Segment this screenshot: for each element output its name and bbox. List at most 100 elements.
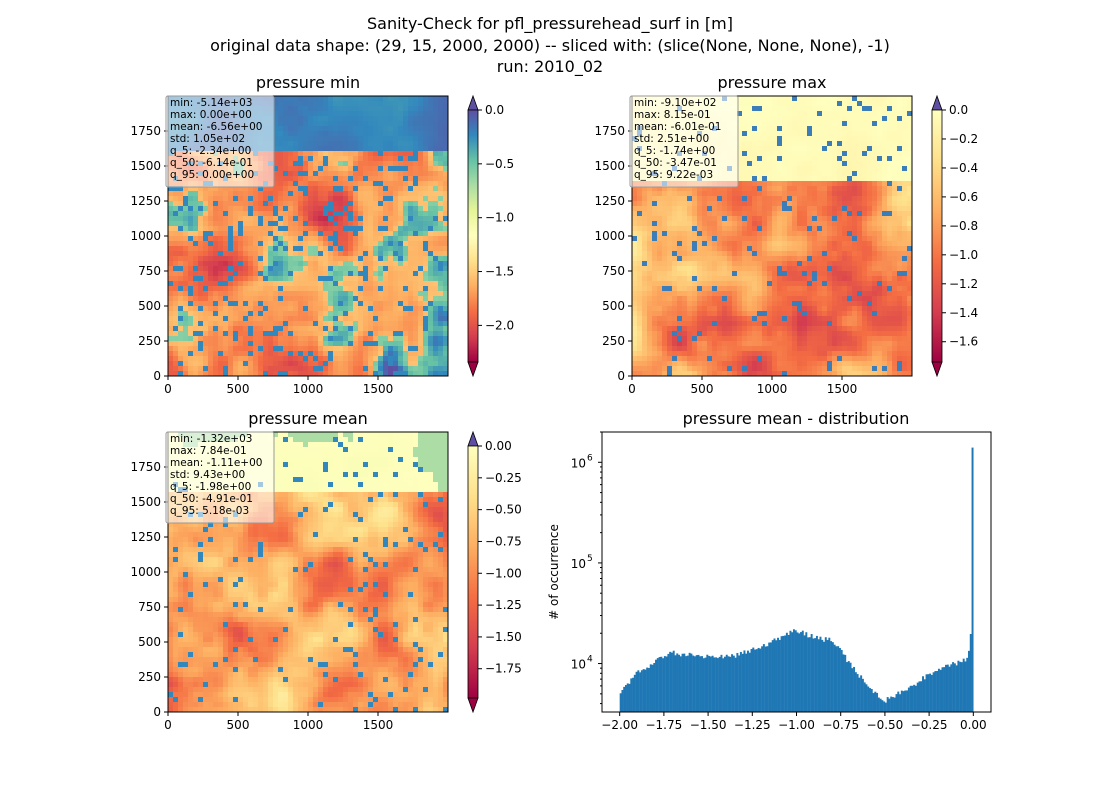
heatmap-cell [832,181,838,187]
heatmap-cell [792,101,798,107]
heatmap-cell [178,206,184,212]
heatmap-cell [832,136,838,142]
heatmap-cell [902,241,908,247]
heatmap-cell [183,251,189,257]
heatmap-cell [378,116,384,122]
heatmap-cell [857,156,863,162]
heatmap-cell [877,146,883,152]
heatmap-cell [168,311,174,317]
heatmap-cell [193,226,199,232]
heatmap-cell [313,341,319,347]
heatmap-cell [418,346,424,352]
heatmap-cell [308,356,314,362]
heatmap-cell [797,201,803,207]
heatmap-cell [288,206,294,212]
heatmap-cell [213,326,219,332]
heatmap-cell [328,121,334,127]
heatmap-cell [772,146,778,152]
heatmap-cell [772,221,778,227]
heatmap-cell [712,201,718,207]
heatmap-cell [812,191,818,197]
heatmap-cell [208,341,214,347]
heatmap-cell [178,251,184,257]
heatmap-cell [847,141,853,147]
heatmap-cell [368,196,374,202]
heatmap-cell [757,181,763,187]
heatmap-cell [223,191,229,197]
heatmap-cell [343,361,349,367]
heatmap-cell [268,346,274,352]
heatmap-cell [398,111,404,117]
heatmap-cell [877,151,883,157]
heatmap-cell [328,186,334,192]
heatmap-cell [433,136,439,142]
heatmap-cell [343,296,349,302]
heatmap-cell [278,366,284,372]
heatmap-cell [313,311,319,317]
heatmap-cell [907,246,913,252]
heatmap-cell [358,166,364,172]
heatmap-cell [318,366,324,372]
heatmap-cell [677,196,683,202]
heatmap-cell [747,231,753,237]
heatmap-cell [782,141,788,147]
heatmap-cell [892,231,898,237]
heatmap-cell [233,276,239,282]
heatmap-cell [373,281,379,287]
heatmap-cell [168,296,174,302]
heatmap-cell [892,176,898,182]
heatmap-cell [293,336,299,342]
heatmap-cell [662,201,668,207]
heatmap-cell [423,261,429,267]
heatmap-cell [198,281,204,287]
heatmap-cell [313,296,319,302]
heatmap-cell [403,211,409,217]
heatmap-cell [178,311,184,317]
heatmap-cell [293,176,299,182]
heatmap-cell [358,351,364,357]
heatmap-cell [418,256,424,262]
heatmap-cell [792,231,798,237]
heatmap-cell [268,371,274,377]
heatmap-cell [283,121,289,127]
heatmap-cell [398,361,404,367]
heatmap-cell [762,146,768,152]
heatmap-cell [188,336,194,342]
heatmap-cell [792,156,798,162]
heatmap-cell [418,186,424,192]
heatmap-cell [193,286,199,292]
heatmap-cell [363,361,369,367]
heatmap-cell [747,141,753,147]
heatmap-cell [772,131,778,137]
heatmap-cell [338,216,344,222]
heatmap-cell [782,171,788,177]
heatmap-cell [203,316,209,322]
heatmap-cell [737,181,743,187]
heatmap-cell [278,276,284,282]
heatmap-cell [897,231,903,237]
heatmap-cell [762,176,768,182]
heatmap-cell [288,291,294,297]
heatmap-cell [672,211,678,217]
heatmap-cell [702,226,708,232]
heatmap-cell [662,246,668,252]
heatmap-cell [398,156,404,162]
heatmap-cell [323,356,329,362]
heatmap-cell [742,176,748,182]
heatmap-cell [323,196,329,202]
heatmap-cell [323,261,329,267]
heatmap-cell [323,366,329,372]
heatmap-cell [383,361,389,367]
heatmap-cell [378,136,384,142]
heatmap-cell [278,316,284,322]
heatmap-cell [423,281,429,287]
heatmap-cell [842,186,848,192]
heatmap-cell [438,206,444,212]
heatmap-cell [333,301,339,307]
heatmap-cell [438,146,444,152]
heatmap-cell [248,311,254,317]
heatmap-cell [897,146,903,152]
heatmap-cell [238,266,244,272]
heatmap-cell [443,101,449,107]
heatmap-cell [423,271,429,277]
